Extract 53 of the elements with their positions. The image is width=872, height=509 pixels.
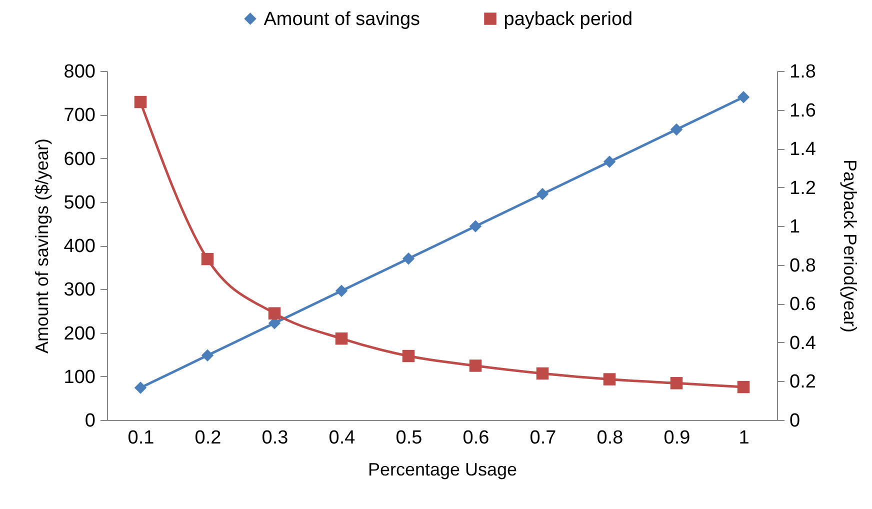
y-tick-label: 400 — [64, 236, 96, 257]
x-tick-label: 0.9 — [664, 428, 690, 448]
point — [402, 350, 415, 362]
y-tick-label: 200 — [64, 323, 96, 344]
point — [268, 307, 281, 320]
point — [335, 284, 348, 297]
y2-tick-label: 0.4 — [790, 332, 816, 354]
y-tick-label: 700 — [64, 105, 96, 126]
y2-tick-label: 1 — [790, 216, 800, 238]
point — [134, 382, 147, 394]
point — [603, 373, 616, 386]
point — [603, 156, 616, 168]
y-tick-label: 100 — [64, 366, 96, 388]
point — [134, 96, 147, 108]
y-tick-label: 300 — [64, 280, 96, 301]
point — [201, 349, 214, 362]
x-tick-label: 0.8 — [596, 428, 624, 448]
point — [469, 360, 482, 372]
x-tick-label: 0.2 — [194, 428, 222, 448]
y-tick-label: 800 — [64, 62, 96, 82]
x-tick-label: 0.6 — [462, 428, 490, 448]
x-axis-title: Percentage Usage — [368, 460, 518, 480]
point — [737, 380, 750, 394]
y2-tick-label: 0 — [790, 410, 800, 432]
y2-axis-title: Payback Period(year) — [840, 159, 860, 333]
y2-tick-label: 0.8 — [790, 255, 816, 276]
y2-tick-label: 1.8 — [790, 62, 816, 82]
x-tick-label: 0.5 — [396, 428, 422, 448]
y-tick-label: 0 — [84, 410, 96, 432]
point — [737, 91, 750, 104]
y2-tick-label: 1.2 — [790, 178, 816, 199]
x-tick-label: 0.1 — [128, 428, 154, 448]
point — [335, 332, 348, 345]
point — [201, 252, 214, 266]
x-tick-label: 0.4 — [328, 428, 356, 448]
y2-tick-label: 0.2 — [790, 372, 816, 393]
y-axis-title: Amount of savings ($/year) — [32, 138, 52, 354]
point — [536, 367, 549, 380]
x-tick-label: 1 — [738, 428, 750, 448]
point — [536, 188, 549, 200]
point — [670, 123, 683, 136]
legend-label: Amount of savings — [264, 8, 420, 30]
x-tick-label: 0.7 — [530, 428, 556, 448]
y2-tick-label: 0.6 — [790, 294, 816, 316]
y-tick-label: 600 — [64, 148, 96, 170]
point — [469, 220, 482, 232]
point — [670, 377, 683, 390]
x-tick-label: 0.3 — [262, 428, 288, 448]
y2-tick-label: 1.4 — [790, 139, 816, 160]
y2-tick-label: 1.6 — [790, 100, 816, 122]
legend-label: payback period — [504, 8, 633, 30]
point — [402, 252, 415, 265]
y-tick-label: 500 — [64, 192, 96, 214]
